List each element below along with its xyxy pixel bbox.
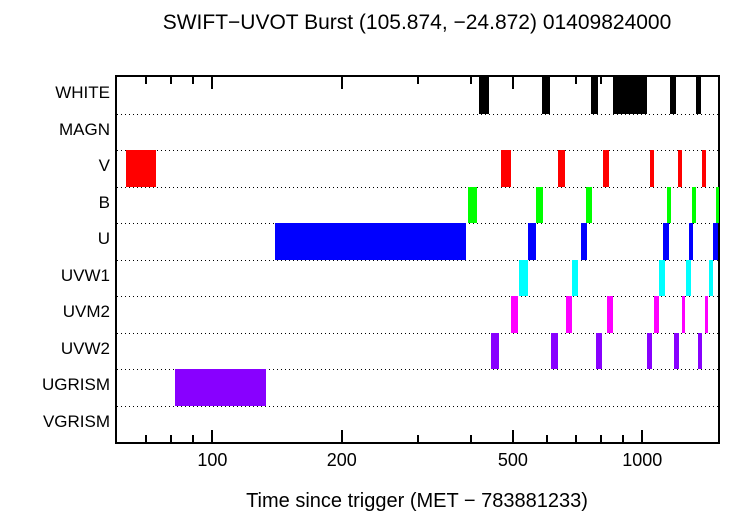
exposure-bar-uvw1 <box>709 259 714 296</box>
exposure-bar-uvm2 <box>607 296 614 333</box>
x-tick <box>470 77 473 84</box>
x-tick <box>545 435 548 442</box>
row-label-ugrism: UGRISM <box>42 375 110 395</box>
exposure-bar-uvw2 <box>674 332 679 369</box>
exposure-bar-b <box>715 186 719 223</box>
x-tick <box>416 435 419 442</box>
exposure-bar-white <box>541 77 550 114</box>
x-tick <box>416 77 419 84</box>
exposure-bar-white <box>591 77 598 114</box>
x-tick <box>191 435 194 442</box>
x-tick-label-1000: 1000 <box>622 450 663 470</box>
row-label-magn: MAGN <box>59 119 110 139</box>
x-tick <box>511 430 514 442</box>
exposure-bar-uvw2 <box>647 332 652 369</box>
row-label-b: B <box>98 192 110 212</box>
exposure-bar-u <box>527 223 537 260</box>
exposure-bar-b <box>468 186 477 223</box>
exposure-bar-uvm2 <box>653 296 660 333</box>
x-tick <box>599 435 602 442</box>
exposure-bar-uvw1 <box>659 259 665 296</box>
exposure-bar-u <box>581 223 587 260</box>
exposure-bar-uvw1 <box>686 259 691 296</box>
row-label-vgrism: VGRISM <box>42 411 110 431</box>
exposure-bar-u <box>275 223 467 260</box>
x-tick <box>169 77 172 84</box>
exposure-bar-b <box>585 186 593 223</box>
exposure-bar-uvw1 <box>519 259 528 296</box>
row-label-v: V <box>98 156 110 176</box>
exposure-bar-u <box>662 223 669 260</box>
exposure-bar-v <box>557 150 565 187</box>
exposure-bar-uvm2 <box>681 296 686 333</box>
x-tick-label-200: 200 <box>326 450 357 470</box>
exposure-bar-b <box>692 186 697 223</box>
exposure-bar-b <box>535 186 544 223</box>
x-tick <box>511 77 514 89</box>
x-tick <box>169 435 172 442</box>
exposure-bar-v <box>500 150 511 187</box>
row-label-white: WHITE <box>55 83 110 103</box>
row-label-uvw2: UVW2 <box>60 338 110 358</box>
x-axis-title: Time since trigger (MET − 783881233) <box>246 490 588 512</box>
x-tick <box>340 430 343 442</box>
row-label-uvm2: UVM2 <box>62 302 110 322</box>
row-label-u: U <box>97 229 110 249</box>
x-tick <box>599 77 602 84</box>
exposure-bar-uvm2 <box>511 296 518 333</box>
exposure-bar-b <box>667 186 672 223</box>
exposure-bar-uvm2 <box>704 296 709 333</box>
row-separator <box>117 113 718 115</box>
x-tick <box>641 77 644 89</box>
row-separator <box>117 369 718 370</box>
exposure-bar-ugrism <box>175 369 266 406</box>
x-tick <box>340 77 343 89</box>
exposure-bar-white <box>670 77 677 114</box>
x-tick <box>621 435 624 442</box>
exposure-bar-u <box>712 223 718 260</box>
exposure-bar-v <box>602 150 610 187</box>
x-tick-label-500: 500 <box>497 450 528 470</box>
exposure-bar-uvw2 <box>595 332 602 369</box>
exposure-bar-v <box>701 150 706 187</box>
plot-area <box>115 75 720 444</box>
row-separator <box>117 405 718 407</box>
exposure-bar-u <box>689 223 694 260</box>
exposure-bar-v <box>678 150 683 187</box>
row-separator <box>117 150 718 151</box>
row-label-uvw1: UVW1 <box>60 265 110 285</box>
x-tick <box>211 77 214 89</box>
row-separator <box>117 259 718 261</box>
exposure-bar-white <box>695 77 702 114</box>
x-tick <box>574 77 577 84</box>
row-separator <box>117 296 718 297</box>
exposure-bar-uvm2 <box>566 296 573 333</box>
row-separator <box>117 332 718 334</box>
x-tick-label-100: 100 <box>197 450 228 470</box>
exposure-bar-uvw2 <box>491 332 499 369</box>
x-tick <box>641 430 644 442</box>
exposure-bar-white <box>479 77 489 114</box>
exposure-bar-v <box>649 150 655 187</box>
x-tick <box>545 77 548 84</box>
plot-title: SWIFT−UVOT Burst (105.874, −24.872) 0140… <box>162 11 672 34</box>
exposure-bar-uvw2 <box>697 332 703 369</box>
row-separator <box>117 186 718 188</box>
x-tick <box>211 430 214 442</box>
x-tick <box>144 435 147 442</box>
exposure-bar-uvw1 <box>572 259 578 296</box>
x-tick <box>621 77 624 84</box>
x-tick <box>470 435 473 442</box>
x-tick <box>191 77 194 84</box>
exposure-bar-uvw2 <box>551 332 559 369</box>
x-tick <box>574 435 577 442</box>
x-tick <box>144 77 147 84</box>
exposure-bar-v <box>126 150 157 187</box>
